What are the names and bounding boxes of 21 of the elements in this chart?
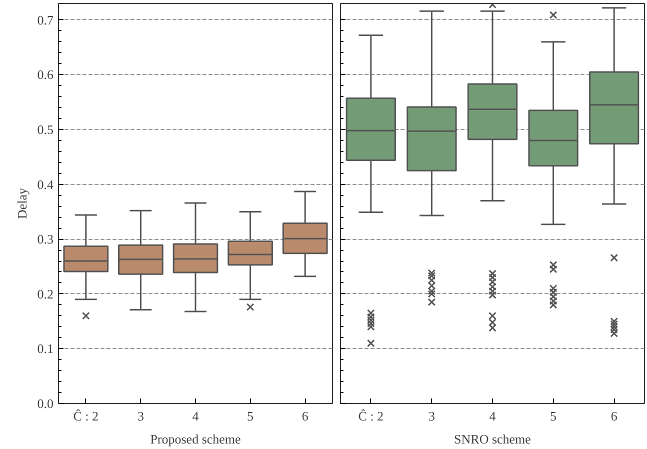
y-tick-label: 0.0 [37, 396, 54, 411]
x-axis-title: SNRO scheme [454, 432, 532, 446]
x-tick-label: 4 [489, 408, 496, 424]
x-tick-label: 4 [192, 408, 200, 424]
y-axis-title: Delay [14, 187, 30, 220]
x-tick-label: Ĉ : 2 [358, 408, 384, 424]
x-tick-label: 6 [610, 408, 618, 424]
y-tick-label: 0.1 [37, 341, 54, 356]
x-axis-title: Proposed scheme [150, 432, 242, 446]
y-tick-label: 0.6 [37, 67, 54, 82]
y-tick-label: 0.4 [37, 176, 54, 192]
x-tick-label: 6 [302, 408, 309, 424]
x-tick-label: 5 [550, 408, 557, 424]
y-tick-label: 0.7 [37, 12, 54, 28]
y-tick-label: 0.5 [37, 122, 54, 138]
x-tick-label: 3 [428, 408, 435, 424]
y-tick-label: 0.2 [37, 286, 54, 302]
x-tick-label: 5 [247, 408, 254, 424]
y-tick-label: 0.3 [37, 232, 54, 247]
x-tick-label: 3 [137, 408, 144, 424]
x-tick-label: Ĉ : 2 [73, 408, 99, 424]
